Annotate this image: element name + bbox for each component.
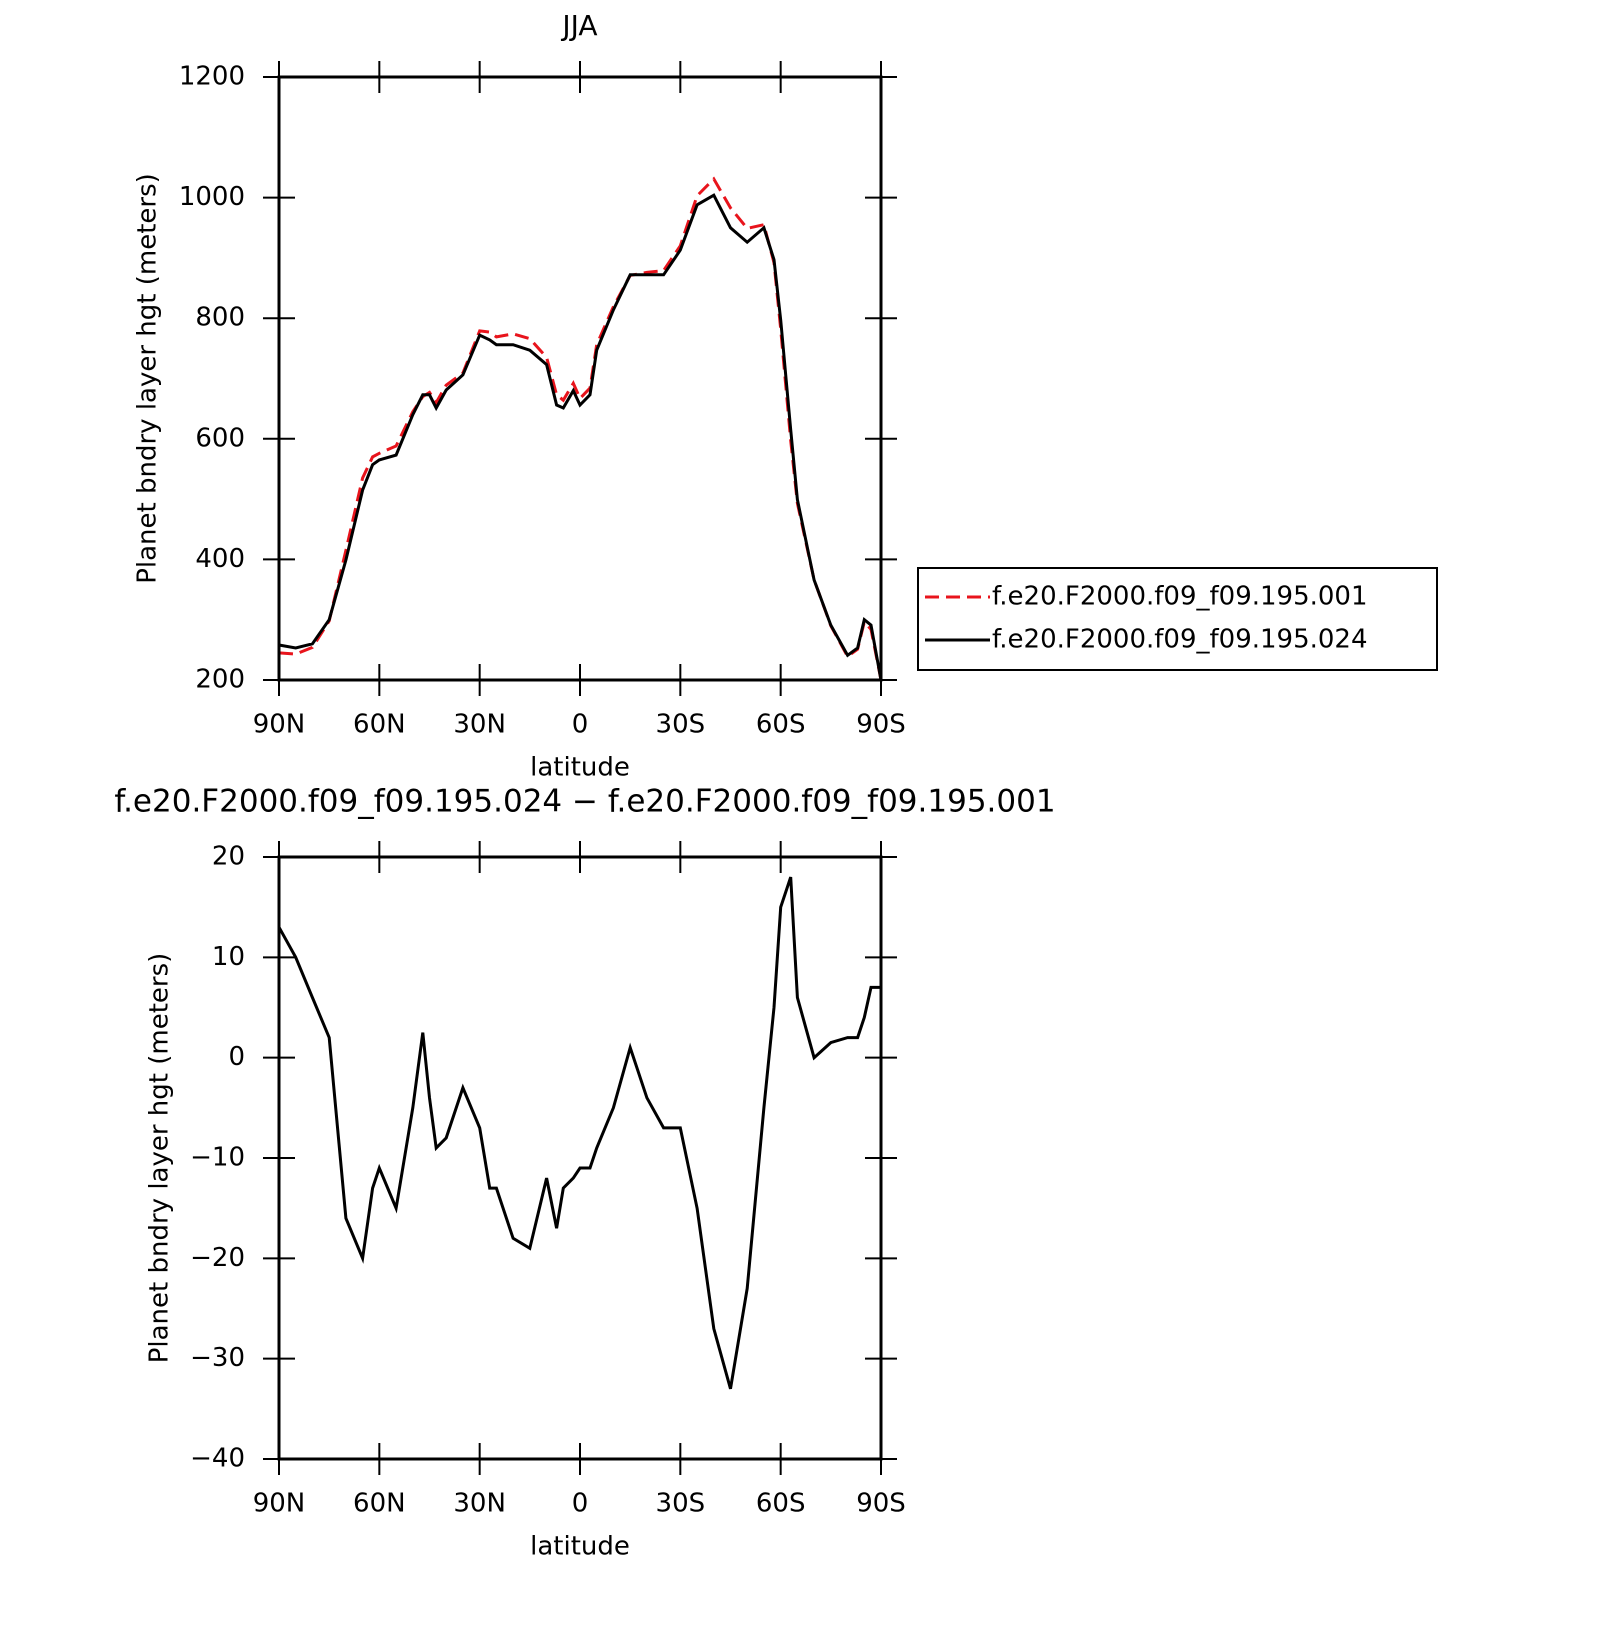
y-tick-label: 400 [195, 544, 245, 574]
x-tick-label: 60S [756, 710, 806, 740]
chart-title: f.e20.F2000.f09_f09.195.024 − f.e20.F200… [114, 784, 1055, 820]
y-tick-label: −20 [190, 1243, 245, 1273]
legend-box [917, 567, 1438, 671]
y-tick-label: −40 [190, 1444, 245, 1474]
x-axis-label: latitude [530, 753, 630, 783]
legend-label: f.e20.F2000.f09_f09.195.024 [992, 625, 1368, 655]
plot-frame [277, 75, 883, 682]
chart-title: JJA [560, 9, 597, 42]
y-axis-label: Planet bndry layer hgt (meters) [133, 173, 163, 584]
x-axis-label: latitude [530, 1532, 630, 1562]
plot-frame [277, 855, 883, 1461]
x-tick-label: 90N [253, 710, 306, 740]
y-tick-label: 1200 [179, 62, 245, 92]
y-tick-label: 20 [212, 842, 245, 872]
y-tick-label: 200 [195, 665, 245, 695]
y-axis-label: Planet bndry layer hgt (meters) [145, 953, 175, 1364]
legend-label: f.e20.F2000.f09_f09.195.001 [992, 582, 1368, 612]
x-tick-label: 90N [253, 1489, 306, 1519]
x-tick-label: 60S [756, 1489, 806, 1519]
y-tick-label: 0 [228, 1042, 245, 1072]
x-tick-label: 0 [572, 1489, 589, 1519]
y-tick-label: 10 [212, 942, 245, 972]
x-tick-label: 60N [353, 1489, 406, 1519]
x-tick-label: 60N [353, 710, 406, 740]
x-tick-label: 30S [656, 1489, 706, 1519]
y-tick-label: −30 [190, 1343, 245, 1373]
x-tick-label: 90S [856, 1489, 906, 1519]
x-tick-label: 30N [453, 1489, 506, 1519]
data-line [278, 193, 883, 681]
data-line [277, 876, 881, 1390]
x-tick-label: 90S [856, 710, 906, 740]
y-tick-label: 600 [195, 423, 245, 453]
x-tick-label: 30N [453, 710, 506, 740]
y-tick-label: 800 [195, 303, 245, 333]
x-tick-label: 0 [572, 710, 589, 740]
y-tick-label: −10 [190, 1143, 245, 1173]
x-tick-label: 30S [656, 710, 706, 740]
y-tick-label: 1000 [179, 182, 245, 212]
